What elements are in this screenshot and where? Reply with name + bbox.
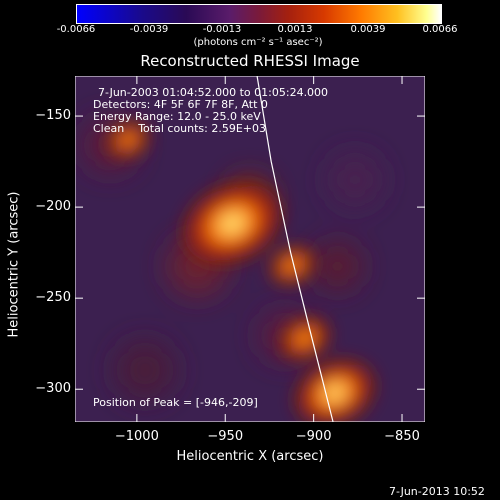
emission-source-core (287, 261, 298, 270)
x-tick-label: −1000 (114, 429, 159, 444)
colorbar-tick: -0.0039 (129, 24, 169, 35)
colorbar-tick: -0.0013 (202, 24, 242, 35)
y-axis-label: Heliocentric Y (arcsec) (6, 191, 22, 338)
emission-source-core (299, 333, 311, 343)
emission-source-core (325, 384, 345, 401)
footer-date: 7-Jun-2013 10:52 (389, 485, 485, 498)
background-mottle (329, 153, 381, 206)
colorbar-tick: -0.0066 (56, 24, 96, 35)
peak-position: Position of Peak = [-946,-209] (93, 396, 258, 409)
colorbar-tick: 0.0039 (350, 24, 386, 35)
colorbar-tick: 0.0013 (277, 24, 313, 35)
colorbar-tick: 0.0066 (422, 24, 458, 35)
y-tick-label: −250 (35, 290, 71, 306)
x-tick-label: −950 (207, 429, 244, 444)
y-tick-label: −150 (35, 108, 71, 124)
detectors-info: Detectors: 4F 5F 6F 7F 8F, Att 0 (93, 98, 268, 111)
energy-range: Energy Range: 12.0 - 25.0 keV (93, 110, 261, 123)
emission-source-core (220, 213, 245, 234)
x-axis-label: Heliocentric X (arcsec) (176, 449, 324, 464)
colorbar (76, 4, 442, 24)
obs-time: 7-Jun-2003 01:04:52.000 to 01:05:24.000 (98, 86, 329, 99)
chart-title: Reconstructed RHESSI Image (140, 52, 360, 70)
y-tick-label: −200 (35, 199, 71, 215)
y-tick-label: −300 (35, 381, 71, 397)
solar-limb-line (256, 76, 334, 422)
emission-source-core (123, 135, 133, 144)
background-mottle (313, 242, 362, 291)
background-mottle (115, 340, 175, 401)
x-tick-label: −900 (295, 429, 332, 444)
clean-counts: Clean Total counts: 2.59E+03 (93, 122, 267, 135)
image-plot (75, 76, 425, 422)
colorbar-units: (photons cm⁻² s⁻¹ asec⁻²) (193, 37, 323, 48)
x-tick-label: −850 (384, 429, 420, 444)
